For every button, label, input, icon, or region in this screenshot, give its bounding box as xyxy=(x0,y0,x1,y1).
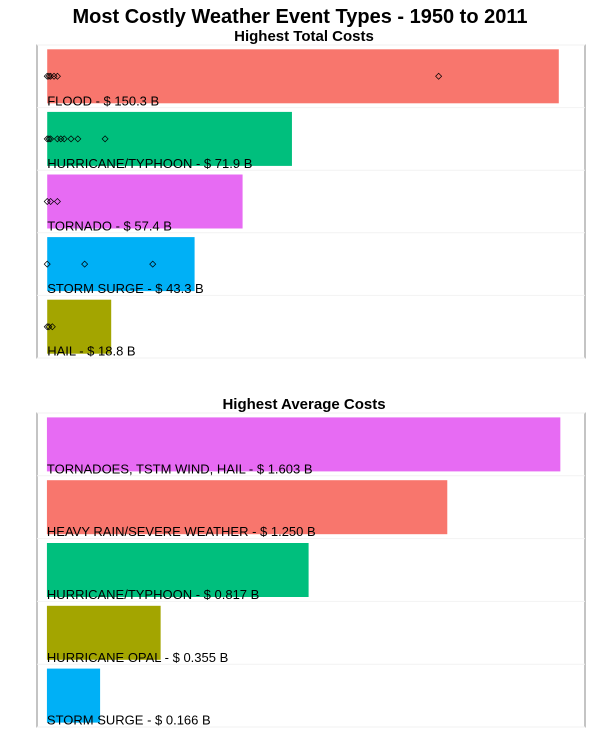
point xyxy=(57,135,65,143)
bar-label: HURRICANE/TYPHOON - $ 0.817 B xyxy=(47,587,259,602)
panel-title: Highest Average Costs xyxy=(222,396,385,413)
bar xyxy=(46,668,101,723)
bar-label: HAIL - $ 18.8 B xyxy=(47,344,135,359)
bar-label: TORNADOES, TSTM WIND, HAIL - $ 1.603 B xyxy=(47,461,313,476)
bar xyxy=(46,417,561,472)
point xyxy=(48,323,56,331)
bar-label: FLOOD - $ 150.3 B xyxy=(47,93,159,108)
point xyxy=(53,72,61,80)
bar-label: TORNADO - $ 57.4 B xyxy=(47,219,172,234)
point xyxy=(435,72,443,80)
point xyxy=(53,135,61,143)
point xyxy=(149,260,157,268)
point xyxy=(47,198,55,205)
point xyxy=(81,260,89,268)
bar xyxy=(46,543,309,597)
bar xyxy=(47,111,292,166)
point xyxy=(43,260,51,268)
point xyxy=(45,135,53,143)
point xyxy=(43,323,51,331)
main-title: Most Costly Weather Event Types - 1950 t… xyxy=(73,6,528,28)
point xyxy=(74,135,82,143)
point xyxy=(45,72,53,80)
point xyxy=(43,135,51,143)
point xyxy=(47,135,55,143)
bar xyxy=(47,49,559,104)
point xyxy=(47,72,55,80)
point xyxy=(67,135,75,143)
panel-title: Highest Total Costs xyxy=(234,28,374,45)
point xyxy=(50,72,58,80)
point xyxy=(53,198,61,205)
point xyxy=(43,198,51,205)
bar xyxy=(47,299,112,354)
point xyxy=(60,135,68,143)
bar-label: HEAVY RAIN/SEVERE WEATHER - $ 1.250 B xyxy=(47,524,316,539)
bar-label: STORM SURGE - $ 0.166 B xyxy=(47,713,211,728)
bar-label: STORM SURGE - $ 43.3 B xyxy=(47,281,204,296)
bar xyxy=(47,174,243,229)
bar xyxy=(47,237,195,292)
bar-label: HURRICANE OPAL - $ 0.355 B xyxy=(47,650,228,665)
bar xyxy=(46,605,161,660)
point xyxy=(101,135,109,143)
bar xyxy=(46,480,448,535)
bar-label: HURRICANE/TYPHOON - $ 71.9 B xyxy=(47,156,252,171)
point xyxy=(45,323,53,331)
point xyxy=(43,72,51,80)
